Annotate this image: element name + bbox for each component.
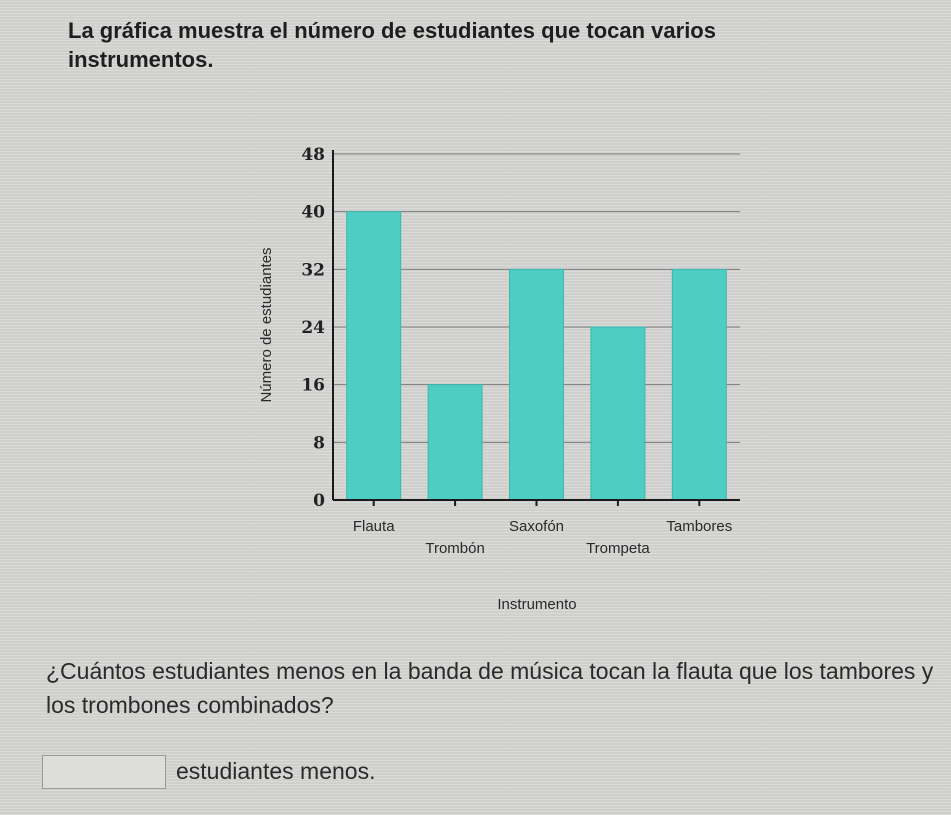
- y-tick-label: 48: [301, 145, 325, 165]
- bar-tambores: [671, 268, 727, 501]
- intro-text: La gráfica muestra el número de estudian…: [68, 18, 716, 72]
- x-tick-labels: Flauta Trombón Saxofón Trompeta Tambores: [353, 518, 732, 557]
- bar-trompeta: [590, 326, 646, 501]
- y-tick-label: 8: [313, 433, 325, 453]
- x-tick-label: Flauta: [353, 518, 395, 535]
- x-tick-label: Trompeta: [586, 540, 650, 557]
- answer-input[interactable]: [42, 755, 166, 789]
- y-tick-label: 0: [313, 491, 325, 511]
- question-text: ¿Cuántos estudiantes menos en la banda d…: [46, 658, 934, 718]
- x-tick-label: Tambores: [666, 518, 732, 535]
- bars: [346, 211, 727, 501]
- y-tick-label: 16: [301, 376, 325, 396]
- bar-saxofón: [509, 268, 564, 501]
- x-tick-label: Trombón: [425, 540, 484, 557]
- answer-suffix: estudiantes menos.: [176, 758, 376, 784]
- y-axis-title: Número de estudiantes: [258, 247, 275, 402]
- axes: [332, 150, 740, 506]
- y-tick-label: 24: [301, 318, 325, 338]
- y-tick-label: 32: [301, 260, 325, 280]
- bar-flauta: [346, 211, 402, 501]
- x-axis-title: Instrumento: [497, 596, 576, 613]
- x-tick-label: Saxofón: [509, 518, 564, 535]
- y-tick-label: 40: [301, 203, 325, 223]
- bar-trombón: [427, 384, 483, 501]
- y-tick-labels: 0 8 16 24 32 40 48: [301, 145, 325, 511]
- bar-chart: 0 8 16 24 32 40 48 Flauta Trombón Saxofón Trompet…: [258, 145, 740, 613]
